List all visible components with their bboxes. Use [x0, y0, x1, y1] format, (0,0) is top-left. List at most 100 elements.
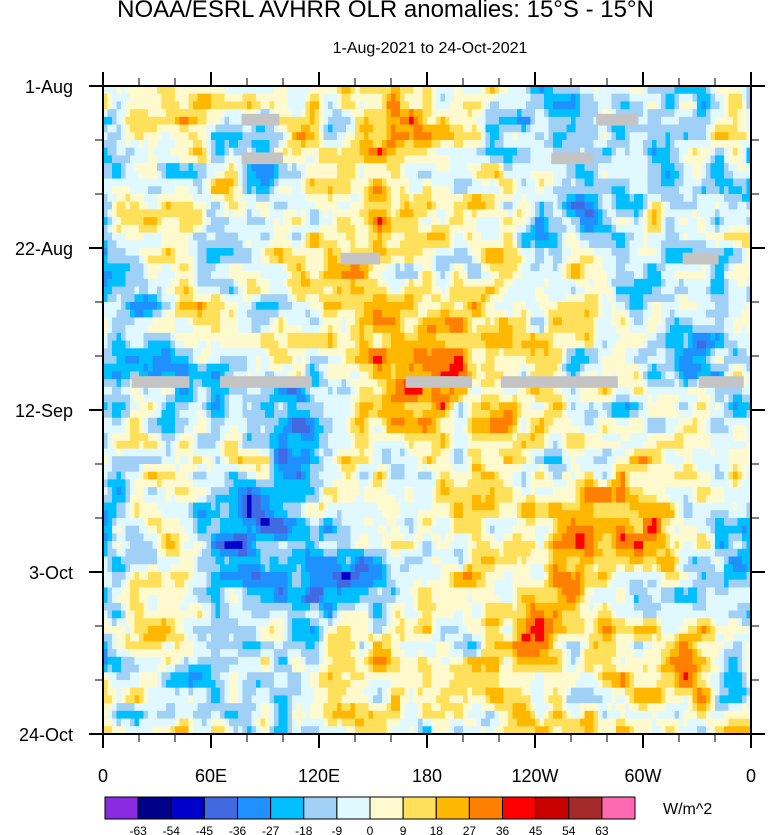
heatmap-cell [373, 186, 379, 195]
heatmap-cell [373, 248, 379, 257]
heatmap-cell [179, 317, 185, 326]
heatmap-cell [737, 163, 743, 172]
heatmap-cell [539, 325, 545, 334]
heatmap-cell [724, 232, 730, 241]
heatmap-cell [508, 217, 514, 226]
heatmap-cell [512, 163, 518, 172]
heatmap-cell [112, 348, 118, 357]
heatmap-cell [251, 132, 257, 141]
heatmap-cell [674, 271, 680, 280]
heatmap-cell [472, 116, 478, 126]
heatmap-cell [287, 140, 293, 149]
heatmap-cell [152, 255, 158, 265]
heatmap-cell [701, 340, 707, 349]
heatmap-cell [188, 294, 194, 303]
heatmap-cell [287, 302, 293, 311]
heatmap-cell [170, 155, 176, 164]
heatmap-cell [742, 209, 748, 218]
heatmap-cell [575, 255, 581, 265]
heatmap-cell [170, 209, 176, 218]
heatmap-cell [350, 278, 356, 288]
heatmap-cell [229, 147, 235, 157]
heatmap-cell [116, 286, 122, 295]
heatmap-cell [413, 348, 419, 357]
heatmap-cell [530, 302, 536, 311]
heatmap-cell [179, 348, 185, 357]
heatmap-cell [706, 317, 712, 326]
heatmap-cell [166, 340, 172, 349]
heatmap-cell [116, 132, 122, 141]
heatmap-cell [112, 163, 118, 172]
heatmap-cell [121, 325, 127, 334]
heatmap-cell [598, 217, 604, 226]
heatmap-cell [571, 255, 577, 265]
heatmap-cell [683, 340, 689, 349]
heatmap-cell [683, 271, 689, 280]
heatmap-cell [373, 348, 379, 357]
heatmap-cell [746, 325, 752, 334]
heatmap-cell [557, 263, 563, 272]
heatmap-cell [683, 140, 689, 149]
heatmap-cell [557, 325, 563, 334]
heatmap-cell [553, 186, 559, 195]
heatmap-cell [283, 109, 289, 118]
heatmap-cell [359, 332, 365, 342]
heatmap-cell [184, 124, 190, 133]
heatmap-cell [139, 209, 145, 218]
heatmap-cell [143, 155, 149, 164]
heatmap-cell [143, 248, 149, 257]
heatmap-cell [274, 93, 280, 103]
heatmap-cell [431, 163, 437, 172]
heatmap-cell [242, 348, 248, 357]
heatmap-cell [494, 147, 500, 157]
heatmap-cell [206, 93, 212, 103]
heatmap-cell [197, 340, 203, 349]
heatmap-cell [467, 186, 473, 195]
heatmap-cell [431, 224, 437, 234]
heatmap-cell [463, 147, 469, 157]
heatmap-cell [193, 147, 199, 157]
heatmap-cell [656, 132, 662, 141]
heatmap-cell [368, 86, 374, 95]
heatmap-cell [152, 163, 158, 172]
heatmap-cell [611, 209, 617, 218]
heatmap-cell [526, 302, 532, 311]
heatmap-cell [269, 170, 275, 180]
heatmap-cell [157, 116, 163, 126]
heatmap-cell [661, 116, 667, 126]
heatmap-cell [229, 332, 235, 342]
heatmap-cell [301, 340, 307, 349]
heatmap-cell [548, 302, 554, 311]
heatmap-cell [472, 186, 478, 195]
heatmap-cell [530, 286, 536, 295]
heatmap-cell [323, 286, 329, 295]
heatmap-cell [710, 194, 716, 203]
heatmap-cell [611, 325, 617, 334]
heatmap-cell [602, 201, 608, 211]
heatmap-cell [656, 294, 662, 303]
heatmap-cell [733, 340, 739, 349]
heatmap-cell [274, 309, 280, 319]
heatmap-cell [512, 294, 518, 303]
heatmap-cell [557, 217, 563, 226]
heatmap-cell [584, 132, 590, 141]
heatmap-cell [413, 217, 419, 226]
heatmap-cell [625, 294, 631, 303]
heatmap-cell [143, 255, 149, 265]
heatmap-cell [683, 286, 689, 295]
heatmap-cell [206, 101, 212, 110]
heatmap-cell [260, 286, 266, 295]
heatmap-cell [503, 325, 509, 334]
heatmap-cell [719, 140, 725, 149]
heatmap-cell [314, 86, 320, 95]
heatmap-cell [400, 201, 406, 211]
heatmap-cell [260, 194, 266, 203]
heatmap-cell [332, 286, 338, 295]
heatmap-cell [395, 155, 401, 164]
heatmap-cell [472, 224, 478, 234]
heatmap-cell [607, 232, 613, 241]
heatmap-cell [310, 194, 316, 203]
heatmap-cell [665, 224, 671, 234]
heatmap-cell [517, 286, 523, 295]
heatmap-cell [238, 186, 244, 195]
